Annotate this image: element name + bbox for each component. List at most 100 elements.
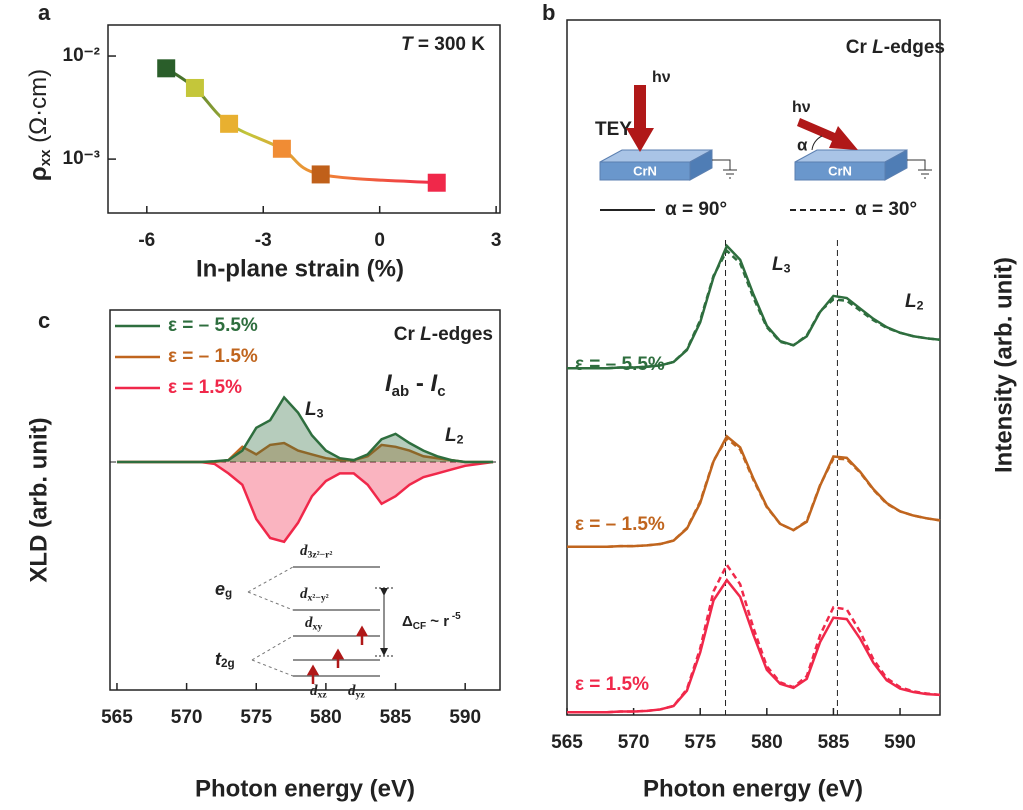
label: dyz bbox=[348, 683, 365, 700]
label: d3z²−r² bbox=[300, 543, 333, 560]
panel-letter: c bbox=[38, 308, 50, 333]
data-point bbox=[311, 165, 330, 184]
panel-title: Cr L-edges bbox=[846, 37, 945, 58]
panel-title: Cr L-edges bbox=[394, 324, 493, 345]
spectrum-line-dashed bbox=[567, 248, 941, 370]
label: dx²−y² bbox=[300, 586, 329, 603]
x-axis-label: Photon energy (eV) bbox=[195, 775, 415, 802]
area-line bbox=[116, 395, 494, 464]
label-sub: yz bbox=[356, 690, 366, 701]
angle-label: α bbox=[797, 135, 808, 154]
legend-label: ε = 1.5% bbox=[168, 377, 242, 398]
label: L3 bbox=[305, 399, 324, 421]
area-fill bbox=[116, 397, 494, 462]
label-main: L bbox=[445, 425, 457, 446]
splitting-label: ΔCF ~ r -5 bbox=[402, 611, 461, 632]
x-tick-label: 585 bbox=[818, 732, 850, 753]
x-tick-label: 590 bbox=[884, 732, 916, 753]
x-tick-label: 565 bbox=[551, 732, 583, 753]
x-tick-label: 0 bbox=[374, 230, 385, 251]
label-sub: 3z²−r² bbox=[308, 550, 333, 561]
y-axis-label: Intensity (arb. unit) bbox=[990, 257, 1017, 473]
y-axis-label: ρxx (Ω·cm) bbox=[25, 69, 54, 181]
panel-letter: b bbox=[542, 0, 555, 25]
x-tick-label: 575 bbox=[240, 707, 272, 728]
label-sub: g bbox=[225, 587, 232, 600]
area-fill bbox=[116, 462, 494, 542]
x-tick-label: 570 bbox=[171, 707, 203, 728]
x-tick-label: -6 bbox=[138, 230, 155, 251]
label-sub: 3 bbox=[784, 262, 791, 276]
label-main: d bbox=[305, 615, 313, 631]
sample-label: CrN bbox=[828, 163, 852, 178]
label: t2g bbox=[215, 649, 235, 670]
label: L3 bbox=[772, 254, 791, 276]
annotation: T = 300 K bbox=[401, 34, 485, 55]
series-label: ε = – 5.5% bbox=[575, 354, 665, 375]
label: dxz bbox=[310, 683, 327, 700]
series-label: ε = 1.5% bbox=[575, 674, 649, 695]
fit-curve bbox=[165, 67, 437, 185]
label-main: Δ bbox=[402, 613, 413, 630]
x-tick-label: 580 bbox=[310, 707, 342, 728]
legend-label: ε = – 5.5% bbox=[168, 315, 258, 336]
energy-diagram bbox=[247, 566, 393, 684]
data-point bbox=[220, 114, 239, 133]
x-axis-label: Photon energy (eV) bbox=[643, 775, 863, 802]
label-sub: x²−y² bbox=[308, 593, 329, 604]
x-tick-label: 570 bbox=[618, 732, 650, 753]
spectrum-line-dashed bbox=[567, 436, 941, 549]
y-axis-label: XLD (arb. unit) bbox=[25, 417, 52, 582]
y-tick-label: 10⁻³ bbox=[63, 148, 101, 169]
x-tick-label: 580 bbox=[751, 732, 783, 753]
label-sub: 2 bbox=[917, 299, 924, 313]
spectrum-line bbox=[567, 243, 941, 370]
label-main: ~ r bbox=[426, 613, 449, 630]
plot-frame bbox=[107, 24, 501, 214]
label-sub: 3 bbox=[317, 407, 324, 421]
label-main: L bbox=[905, 291, 917, 312]
data-point bbox=[272, 139, 291, 158]
x-tick-label: 565 bbox=[101, 707, 133, 728]
label: eg bbox=[215, 579, 232, 600]
label-main: d bbox=[310, 683, 318, 699]
label-main: t bbox=[215, 649, 222, 669]
y-tick-label: 10⁻² bbox=[63, 45, 101, 66]
formula: Iab - Ic bbox=[385, 370, 446, 400]
sample-sketch bbox=[599, 85, 932, 181]
data-point bbox=[427, 173, 446, 192]
data-point bbox=[157, 59, 176, 78]
label-sub: 2g bbox=[221, 657, 235, 670]
label-sub: xy bbox=[313, 622, 323, 633]
x-axis-label: In-plane strain (%) bbox=[196, 255, 404, 282]
label-sub: CF bbox=[413, 621, 426, 632]
label-sup: -5 bbox=[449, 611, 461, 622]
legend-label: α = 30° bbox=[855, 199, 917, 220]
method-label: TEY bbox=[595, 119, 632, 140]
label-main: L bbox=[772, 254, 784, 275]
label-main: d bbox=[348, 683, 356, 699]
label-sub: 2 bbox=[457, 433, 464, 447]
x-tick-label: 3 bbox=[491, 230, 502, 251]
label-sub: xz bbox=[318, 690, 328, 701]
label: L2 bbox=[905, 291, 924, 313]
data-point bbox=[185, 78, 204, 97]
label: dxy bbox=[305, 615, 322, 632]
panel-letter: a bbox=[38, 0, 51, 25]
label: L2 bbox=[445, 425, 464, 447]
series-label: ε = – 1.5% bbox=[575, 514, 665, 535]
x-tick-label: -3 bbox=[255, 230, 272, 251]
x-tick-label: 575 bbox=[684, 732, 716, 753]
plot-frame bbox=[109, 309, 501, 691]
spectrum-line-dashed bbox=[567, 562, 941, 714]
label-main: e bbox=[215, 579, 225, 599]
label-main: d bbox=[300, 586, 308, 602]
photon-label: hν bbox=[652, 69, 671, 86]
label-main: L bbox=[305, 399, 317, 420]
photon-label: hν bbox=[792, 99, 811, 116]
x-tick-label: 585 bbox=[380, 707, 412, 728]
legend-label: α = 90° bbox=[665, 199, 727, 220]
label-main: d bbox=[300, 543, 308, 559]
x-tick-label: 590 bbox=[449, 707, 481, 728]
